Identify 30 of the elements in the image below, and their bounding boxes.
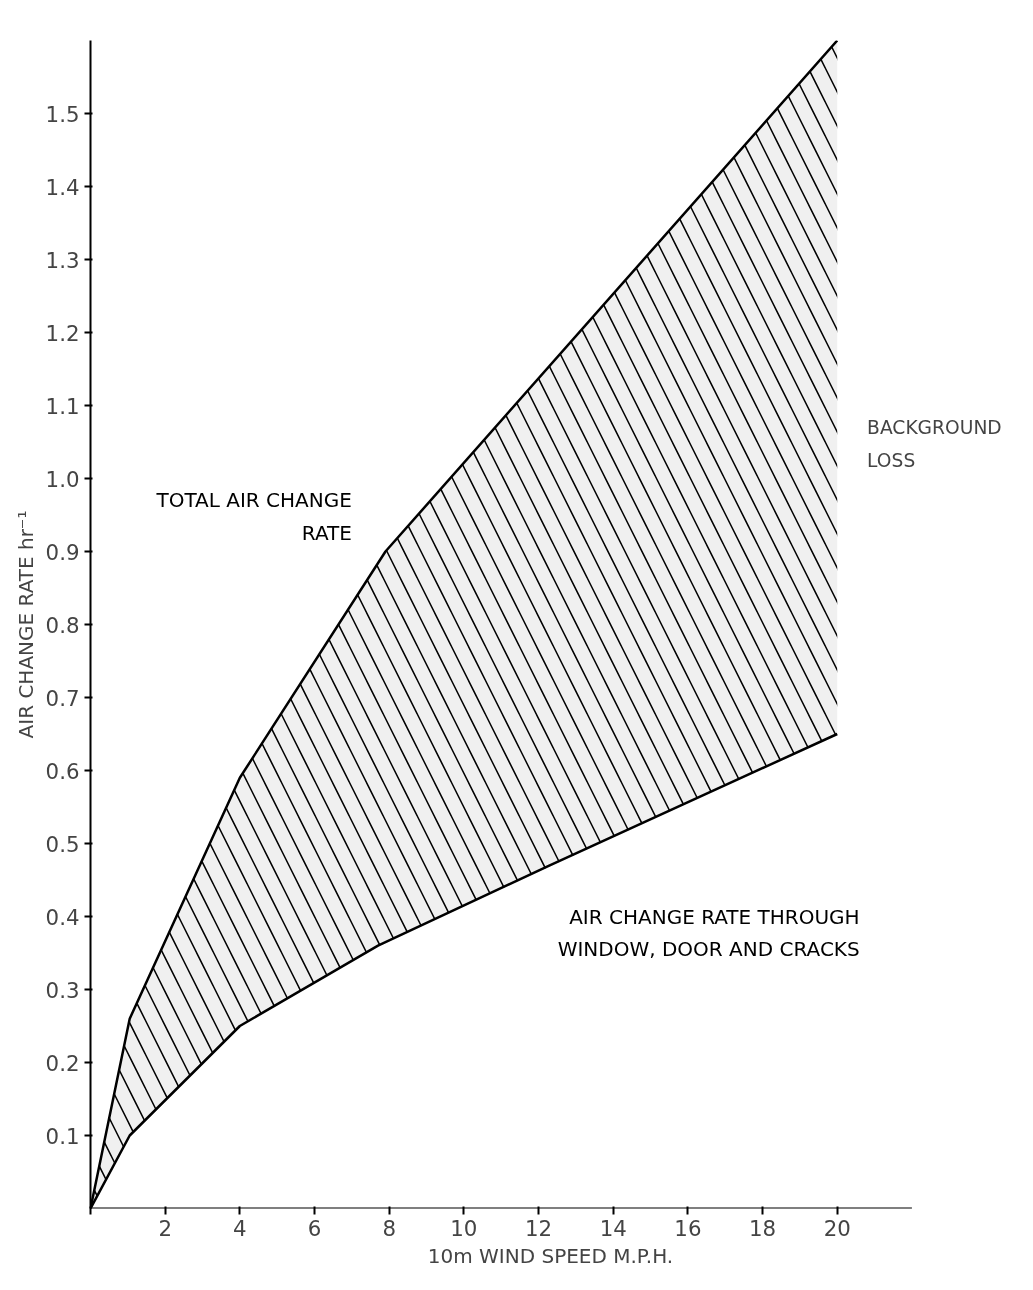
y-tick-label: 0.8 — [45, 612, 80, 638]
series-label: TOTAL AIR CHANGE RATE — [155, 488, 352, 546]
x-tick-label: 8 — [382, 1215, 396, 1241]
y-tick-label: 0.7 — [45, 685, 80, 711]
x-tick-label: 12 — [524, 1215, 553, 1241]
y-tick-label: 1.5 — [45, 101, 80, 127]
y-tick-label: 1.1 — [45, 393, 80, 419]
x-axis-title: 10m WIND SPEED M.P.H. — [427, 1243, 674, 1268]
y-tick-label: 0.5 — [45, 831, 80, 857]
y-tick-label: 0.2 — [45, 1050, 80, 1076]
x-tick-label: 6 — [307, 1215, 322, 1241]
y-axis-title: AIR CHANGE RATE hr⁻¹ — [13, 510, 38, 739]
annotation: BACKGROUND LOSS — [867, 416, 1002, 471]
x-tick-label: 14 — [599, 1215, 627, 1241]
series-label: AIR CHANGE RATE THROUGH WINDOW, DOOR AND CRACKS — [557, 904, 860, 962]
y-tick-label: 1.0 — [45, 466, 80, 492]
y-tick-label: 1.4 — [45, 174, 80, 200]
x-tick-label: 2 — [158, 1215, 172, 1241]
y-tick-label: 0.4 — [45, 904, 80, 930]
y-tick-label: 0.9 — [45, 539, 80, 565]
y-tick-label: 0.6 — [45, 758, 80, 784]
y-tick-label: 1.3 — [45, 247, 80, 273]
y-tick-label: 0.3 — [45, 977, 80, 1003]
x-tick-label: 20 — [823, 1215, 851, 1241]
x-tick-label: 10 — [450, 1215, 478, 1241]
y-tick-label: 0.1 — [45, 1123, 80, 1149]
x-tick-label: 4 — [233, 1215, 247, 1241]
y-tick-label: 1.2 — [45, 320, 80, 346]
x-tick-label: 18 — [749, 1215, 777, 1241]
x-tick-label: 16 — [674, 1215, 702, 1241]
